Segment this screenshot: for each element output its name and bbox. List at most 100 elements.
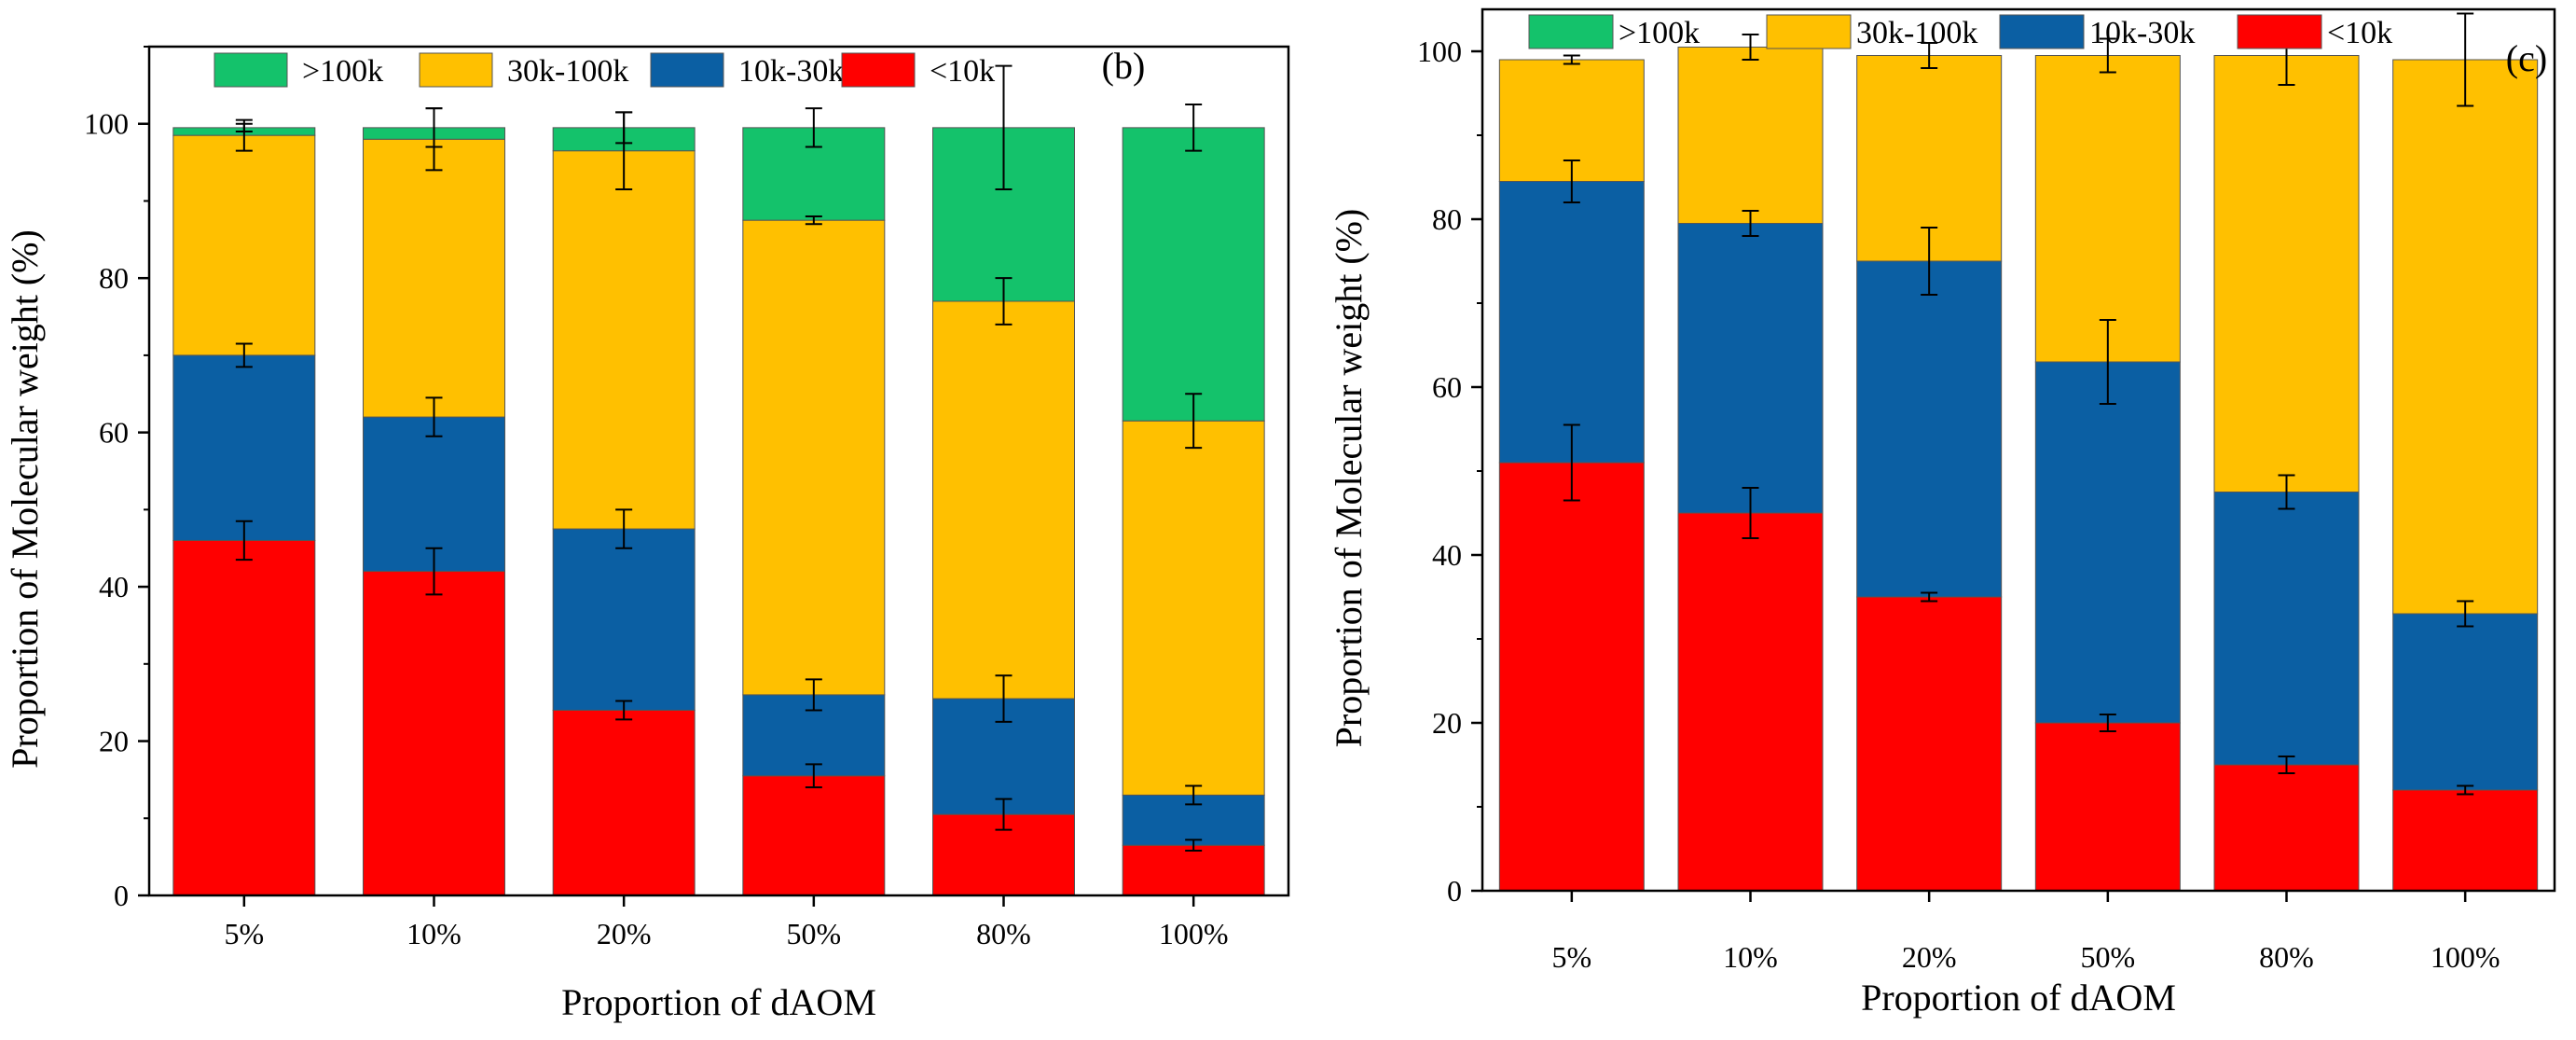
x-tick-label: 10% [406, 917, 461, 950]
error-bar [2457, 784, 2474, 796]
bar-segment [2213, 55, 2360, 492]
bar-segment [2034, 55, 2181, 363]
bar-segment [2392, 789, 2539, 892]
error-bar [805, 763, 822, 789]
bar-segment [1677, 47, 1824, 224]
error-bar [995, 797, 1012, 831]
error-bar [1921, 42, 1938, 69]
error-bar [1563, 54, 1580, 65]
bar-segment [1122, 420, 1265, 796]
x-tick-label: 50% [787, 917, 842, 950]
bar-segment [552, 150, 696, 530]
error-bar [995, 277, 1012, 326]
bar-segment [742, 219, 886, 696]
bar-segment [1498, 181, 1645, 464]
error-bar [1185, 839, 1203, 853]
x-tick-label: 20% [1902, 940, 1957, 974]
error-bar [2099, 714, 2116, 732]
legend-item-10k-30k: 10k-30k [650, 52, 844, 89]
error-bar [235, 342, 253, 368]
error-bar [1742, 210, 1759, 237]
error-bar [2099, 319, 2116, 405]
y-tick-label: 40 [1432, 538, 1462, 572]
error-bar [2099, 37, 2116, 74]
bar-segment [1677, 223, 1824, 514]
bar-segment [172, 134, 316, 356]
legend-swatch [650, 52, 724, 88]
error-bar [1185, 393, 1203, 450]
x-tick-label: 10% [1723, 940, 1778, 974]
y-tick-label: 40 [99, 570, 129, 603]
legend-item-lt10k: <10k [2237, 14, 2392, 50]
error-bar [1185, 784, 1203, 806]
x-tick-label: 100% [2431, 940, 2500, 974]
bar-segment [552, 528, 696, 711]
bar-segment [363, 138, 505, 418]
x-axis: 5% 10% 20% 50% 80% 100% [1552, 891, 2500, 974]
legend-item-10k-30k: 10k-30k [1999, 14, 2195, 50]
x-tick-label: 80% [976, 917, 1031, 950]
x-tick-label: 20% [597, 917, 652, 950]
error-bar [1563, 423, 1580, 502]
bar-segment [2392, 613, 2539, 791]
error-bar [805, 215, 822, 226]
legend-label: 10k-30k [738, 54, 844, 89]
legend-swatch [2237, 14, 2322, 49]
chart-panel-c: 0 20 40 60 80 100 5% 10% 20% 50% 80% 100% Proportion… [1328, 7, 2556, 1019]
plot-frame [1481, 7, 2556, 893]
x-tick-label: 5% [1552, 940, 1592, 974]
y-tick-label: 80 [99, 261, 129, 295]
bar-segment [552, 709, 696, 896]
y-tick-label: 60 [1432, 370, 1462, 404]
legend-swatch [419, 52, 493, 88]
error-bar [805, 678, 822, 712]
bar-segment [1677, 512, 1824, 892]
y-tick-label: 20 [1432, 706, 1462, 740]
error-bar [1742, 34, 1759, 61]
bar-segment [2392, 59, 2539, 615]
legend-item-30k-100k: 30k-100k [419, 52, 628, 89]
bar-segment [2034, 722, 2181, 892]
legend-label: >100k [302, 54, 383, 89]
bars [1498, 12, 2539, 892]
bar-segment [1856, 596, 2003, 892]
legend-item-30k-100k: 30k-100k [1766, 14, 1977, 50]
error-bar [1742, 487, 1759, 539]
error-bar [425, 396, 443, 437]
y-tick-label: 0 [1447, 874, 1462, 908]
bar-segment [742, 775, 886, 896]
y-axis-title: Proportion of Molecular weight (%) [1328, 209, 1370, 748]
error-bar [805, 107, 822, 148]
error-bar [1563, 159, 1580, 203]
bar-segment [2213, 764, 2360, 892]
error-bar [235, 520, 253, 562]
legend-label: 30k-100k [507, 54, 628, 89]
bar-segment [363, 571, 505, 896]
error-bar [615, 508, 633, 549]
legend-label: >100k [1619, 16, 1700, 50]
x-tick-label: 50% [2081, 940, 2136, 974]
bar-segment [1856, 260, 2003, 598]
y-tick-label: 80 [1432, 202, 1462, 236]
bar-segment [1122, 844, 1265, 896]
legend-item-gt100k: >100k [1528, 14, 1700, 50]
y-tick-label: 100 [84, 107, 129, 141]
bar-segment [932, 300, 1075, 700]
plot-frame [147, 45, 1290, 897]
legend-item-lt10k: <10k [841, 52, 995, 89]
error-bar [615, 700, 633, 721]
error-bar [1921, 591, 1938, 603]
chart-panel-b: 0 20 40 60 80 100 5% 10% 20% 50% 80% 100% Proportion… [4, 45, 1290, 1023]
error-bar [615, 111, 633, 145]
y-axis: 0 20 40 60 80 100 [84, 46, 149, 912]
legend-swatch [841, 52, 916, 88]
error-bar [1921, 227, 1938, 296]
bar-segment [1498, 59, 1645, 182]
legend-label: 30k-100k [1856, 16, 1977, 50]
x-tick-label: 5% [225, 917, 265, 950]
legend-label: <10k [930, 54, 995, 89]
error-bar [425, 107, 443, 148]
error-bar [2457, 600, 2474, 628]
legend: >100k 30k-100k 10k-30k <10k [214, 52, 995, 89]
